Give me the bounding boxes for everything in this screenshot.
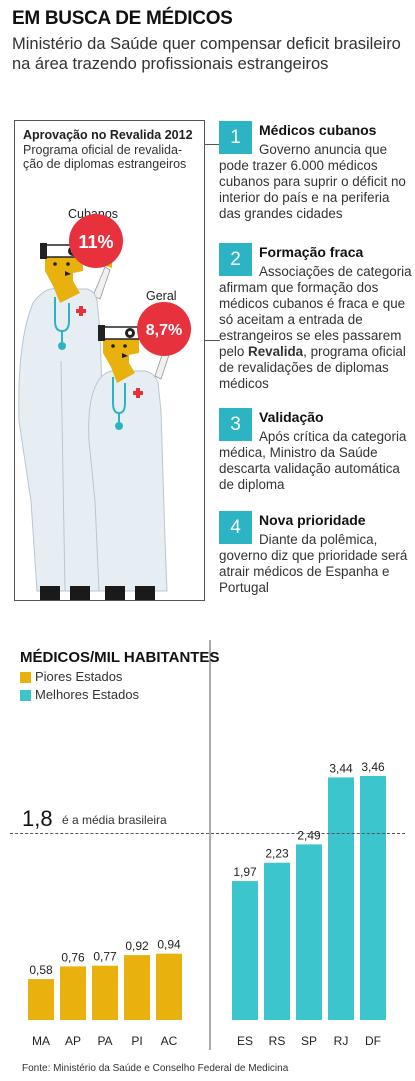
- doctors-illustration: 11% 8,7%: [18, 214, 191, 600]
- bar-value-label: 2,23: [265, 847, 289, 861]
- bar-value-label: 3,46: [361, 760, 385, 774]
- page-subtitle: Ministério da Saúde quer compensar defic…: [12, 35, 401, 73]
- bar-pa: [92, 965, 118, 1020]
- cubanos-badge: [69, 214, 123, 268]
- page-title: EM BUSCA DE MÉDICOS: [12, 8, 233, 29]
- step-4-text: Diante da polêmica, governo diz que prio…: [219, 532, 408, 595]
- category-label: AP: [65, 1034, 81, 1048]
- bar-value-label: 2,49: [297, 828, 321, 842]
- bar-value-label: 0,58: [29, 963, 53, 977]
- bar-rs: [264, 862, 290, 1020]
- bar-ap: [60, 966, 86, 1020]
- chart-title: MÉDICOS/MIL HABITANTES: [20, 649, 220, 666]
- panel-subtitle: Programa oficial de revalida- ção de dip…: [23, 143, 187, 171]
- step-4-number: 4: [219, 511, 252, 544]
- step-2-title: Formação fraca: [259, 244, 364, 260]
- bar-ac: [156, 953, 182, 1020]
- category-label: DF: [365, 1034, 381, 1048]
- bar-value-label: 3,44: [329, 761, 353, 775]
- general-doctor-figure: [88, 325, 172, 600]
- legend-swatch-worst: [20, 672, 31, 683]
- step-1-number: 1: [219, 121, 252, 154]
- bar-value-label: 0,77: [93, 950, 117, 964]
- bar-value-label: 0,76: [61, 950, 85, 964]
- step-2-text: Associações de categoria afirmam que for…: [219, 264, 412, 391]
- cubanos-badge-value: 11%: [78, 232, 113, 252]
- step-2-number: 2: [219, 243, 252, 276]
- bar-value-label: 0,94: [157, 938, 181, 952]
- legend-label-best: Melhores Estados: [35, 687, 140, 702]
- category-label: RS: [269, 1034, 286, 1048]
- step-3-title: Validação: [259, 409, 324, 425]
- category-label: PI: [131, 1034, 142, 1048]
- bar-df: [360, 776, 386, 1020]
- category-label: SP: [301, 1034, 317, 1048]
- average-label: é a média brasileira: [62, 813, 167, 827]
- legend-swatch-best: [20, 690, 31, 701]
- bar-chart: 0,58 MA 0,76 AP 0,77 PA 0,92 PI 0,94 AC 1,97 ES 2,23…: [28, 640, 386, 1050]
- category-label: RJ: [334, 1034, 349, 1048]
- geral-badge: [137, 302, 191, 356]
- geral-badge-value: 8,7%: [146, 322, 182, 339]
- step-4-title: Nova prioridade: [259, 512, 366, 528]
- step-3-number: 3: [219, 408, 252, 441]
- average-reference-line: [10, 833, 405, 834]
- step-1-text: Governo anuncia que pode trazer 6.000 mé…: [219, 142, 406, 221]
- bar-rj: [328, 777, 354, 1020]
- category-label: AC: [161, 1034, 178, 1048]
- category-label: ES: [237, 1034, 253, 1048]
- panel-title: Aprovação no Revalida 2012: [23, 128, 193, 142]
- legend-label-worst: Piores Estados: [35, 669, 123, 684]
- step-3-text: Após crítica da categoria médica, Minist…: [219, 429, 407, 492]
- average-value: 1,8: [22, 806, 53, 831]
- revalida-panel: Aprovação no Revalida 2012 Programa ofic…: [14, 120, 205, 601]
- cuban-doctor-figure: [18, 243, 112, 600]
- bar-pi: [124, 955, 150, 1020]
- bar-value-label: 1,97: [233, 865, 257, 879]
- connector-line: [205, 340, 220, 341]
- geral-label: Geral: [146, 289, 177, 303]
- bar-value-label: 0,92: [125, 939, 149, 953]
- connector-line: [205, 144, 220, 145]
- bar-ma: [28, 979, 54, 1020]
- revalida-bold: Revalida: [248, 344, 304, 359]
- source-note: Fonte: Ministério da Saúde e Conselho Fe…: [22, 1063, 289, 1074]
- step-1-title: Médicos cubanos: [259, 122, 377, 138]
- bar-es: [232, 881, 258, 1020]
- bar-sp: [296, 844, 322, 1020]
- category-label: PA: [97, 1034, 112, 1048]
- category-label: MA: [32, 1034, 50, 1048]
